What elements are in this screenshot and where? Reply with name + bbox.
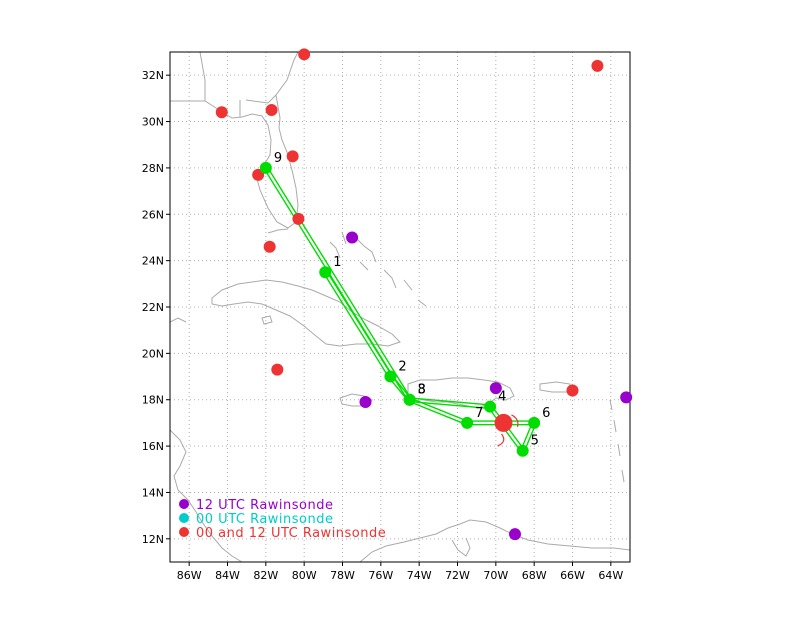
x-tick-label: 78W bbox=[330, 569, 355, 582]
track-points: 1 23 4 56 7 8 9 bbox=[259, 151, 550, 457]
legend-marker bbox=[179, 499, 189, 509]
hispaniola bbox=[407, 377, 515, 409]
rawinsonde-12utc bbox=[509, 528, 521, 541]
x-tick-label: 82W bbox=[253, 569, 278, 582]
legend-marker bbox=[179, 527, 189, 537]
y-tick-label: 16N bbox=[142, 440, 164, 453]
rawinsonde-12utc bbox=[620, 391, 633, 404]
track-point-label: 8 bbox=[418, 383, 426, 398]
rawinsonde-00-12utc bbox=[591, 59, 604, 72]
lake-maracaibo bbox=[451, 537, 471, 557]
x-tick-label: 76W bbox=[368, 569, 393, 582]
track-point-label: 9 bbox=[274, 151, 282, 166]
x-tick-label: 64W bbox=[598, 569, 623, 582]
legend-label: 00 UTC Rawinsonde bbox=[196, 512, 334, 527]
x-tick-label: 68W bbox=[522, 569, 547, 582]
rawinsonde-12utc bbox=[359, 396, 372, 409]
y-tick-label: 18N bbox=[142, 394, 164, 407]
isla-de-la-juventud bbox=[261, 315, 273, 325]
rawinsonde-12utc bbox=[489, 382, 502, 395]
track-point-label: 6 bbox=[542, 406, 550, 421]
storm-center bbox=[494, 413, 519, 447]
y-tick-labels: 12N 14N 16N 18N 20N 22N 24N 26N 28N 30N 32N bbox=[142, 69, 170, 546]
y-tick-label: 14N bbox=[142, 486, 164, 499]
central-america bbox=[170, 317, 243, 562]
lesser-antilles bbox=[609, 399, 625, 483]
track-point-label: 3 bbox=[418, 383, 426, 398]
rawinsonde-12utc bbox=[346, 231, 359, 244]
cuba bbox=[211, 279, 401, 347]
track-point-label: 1 bbox=[333, 255, 341, 270]
track-point-label: 5 bbox=[531, 434, 539, 449]
x-tick-label: 72W bbox=[445, 569, 470, 582]
puerto-rico bbox=[539, 381, 571, 393]
track-point-5 bbox=[516, 444, 529, 457]
rawinsonde-00-12utc bbox=[265, 103, 278, 116]
rawinsonde-00-12utc bbox=[271, 363, 284, 376]
legend-marker bbox=[179, 513, 189, 523]
lat-lon-grid bbox=[170, 52, 630, 562]
x-tick-label: 74W bbox=[407, 569, 432, 582]
bahamas bbox=[329, 231, 427, 307]
track-segment bbox=[409, 397, 491, 406]
track-segment bbox=[323, 272, 390, 378]
us-gulf-coast bbox=[170, 52, 299, 229]
track-point-9 bbox=[259, 161, 272, 174]
y-tick-label: 32N bbox=[142, 69, 164, 82]
rawinsonde-00-12utc bbox=[292, 212, 305, 225]
y-tick-label: 20N bbox=[142, 347, 164, 360]
track-segment bbox=[409, 397, 469, 422]
storm-symbol-arc bbox=[497, 433, 505, 447]
y-tick-label: 26N bbox=[142, 208, 164, 221]
y-tick-label: 12N bbox=[142, 533, 164, 546]
florida-keys bbox=[267, 228, 289, 234]
track-point-7 bbox=[461, 416, 474, 429]
track-segment bbox=[266, 166, 412, 400]
y-tick-label: 28N bbox=[142, 162, 164, 175]
rawinsonde-00-12utc bbox=[286, 150, 299, 163]
x-tick-label: 86W bbox=[177, 569, 202, 582]
us-interior-border bbox=[199, 52, 277, 117]
rawinsonde-00-12utc bbox=[263, 240, 276, 253]
legend-label: 00 and 12 UTC Rawinsonde bbox=[196, 526, 386, 541]
track-segment bbox=[408, 400, 467, 426]
x-tick-label: 80W bbox=[292, 569, 317, 582]
rawinsonde-stations bbox=[215, 48, 633, 541]
x-tick-label: 66W bbox=[560, 569, 585, 582]
rawinsonde-00-12utc bbox=[252, 168, 265, 181]
coastlines bbox=[170, 52, 630, 562]
x-tick-labels: 86W 84W 82W 80W 78W 76W 74W 72W 70W 68W 66W 64W bbox=[177, 562, 623, 582]
track-segment bbox=[263, 168, 409, 402]
y-tick-label: 24N bbox=[142, 255, 164, 268]
track-point-8 bbox=[403, 393, 416, 406]
track-point-label: 7 bbox=[475, 406, 483, 421]
rawinsonde-00-12utc bbox=[215, 106, 228, 119]
track-point-4 bbox=[484, 400, 497, 413]
track-point-label: 2 bbox=[398, 360, 406, 375]
track-point-label: 4 bbox=[498, 390, 506, 405]
x-tick-label: 70W bbox=[483, 569, 508, 582]
rawinsonde-00-12utc bbox=[566, 384, 579, 397]
track-point-2 bbox=[384, 370, 397, 383]
legend-label: 12 UTC Rawinsonde bbox=[196, 498, 334, 513]
x-tick-label: 84W bbox=[215, 569, 240, 582]
y-tick-label: 30N bbox=[142, 116, 164, 129]
storm-symbol-arc bbox=[511, 414, 519, 428]
y-tick-label: 22N bbox=[142, 301, 164, 314]
south-america-coast bbox=[359, 519, 630, 562]
track-point-6 bbox=[528, 416, 541, 429]
storm-center-marker bbox=[494, 413, 513, 432]
track-point-1 bbox=[319, 266, 332, 279]
rawinsonde-00-12utc bbox=[298, 48, 311, 61]
